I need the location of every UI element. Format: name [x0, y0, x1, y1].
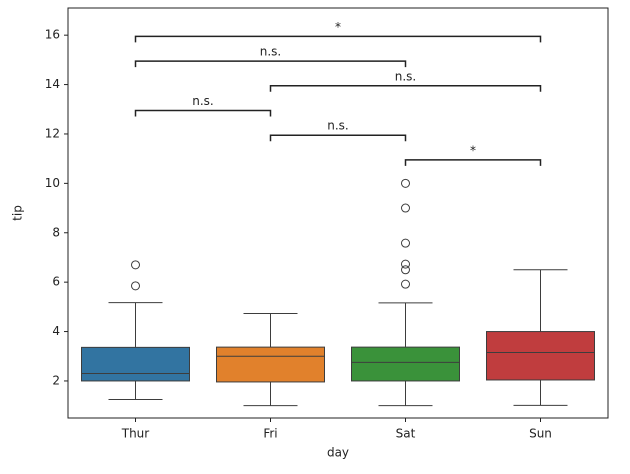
outlier [401, 203, 410, 213]
y-tick-label: 12 [45, 126, 60, 140]
y-tick-label: 16 [45, 28, 60, 42]
outlier [401, 279, 410, 289]
y-tick-label: 14 [45, 77, 60, 91]
box [486, 331, 595, 381]
y-tick-label: 4 [52, 324, 60, 338]
significance-bracket [134, 109, 272, 117]
significance-bracket [134, 35, 542, 43]
outlier [401, 178, 410, 188]
box [351, 346, 460, 382]
y-tick-label: 2 [52, 373, 60, 387]
x-tick-label: Sat [396, 427, 416, 441]
outlier [401, 238, 410, 248]
significance-label: n.s. [327, 119, 349, 133]
y-tick-label: 10 [45, 176, 60, 190]
outlier [401, 265, 410, 275]
x-tick-label: Sun [529, 427, 552, 441]
outlier [131, 281, 140, 291]
x-axis-label: day [327, 446, 349, 460]
significance-label: n.s. [260, 45, 282, 59]
significance-bracket [269, 134, 407, 142]
y-axis-label: tip [11, 205, 25, 221]
significance-label: n.s. [192, 94, 214, 108]
significance-label: * [470, 143, 476, 157]
outlier [131, 260, 140, 270]
significance-bracket [404, 159, 542, 166]
x-tick-label: Thur [121, 427, 150, 441]
y-tick-label: 8 [52, 225, 60, 239]
significance-label: * [335, 20, 341, 34]
plot-frame [67, 7, 609, 419]
significance-bracket [269, 85, 542, 92]
significance-bracket [134, 60, 407, 68]
box [81, 346, 190, 382]
box [216, 346, 325, 383]
y-tick-label: 6 [52, 275, 60, 289]
significance-label: n.s. [395, 69, 417, 83]
x-tick-label: Fri [263, 427, 277, 441]
outlier [401, 259, 410, 269]
